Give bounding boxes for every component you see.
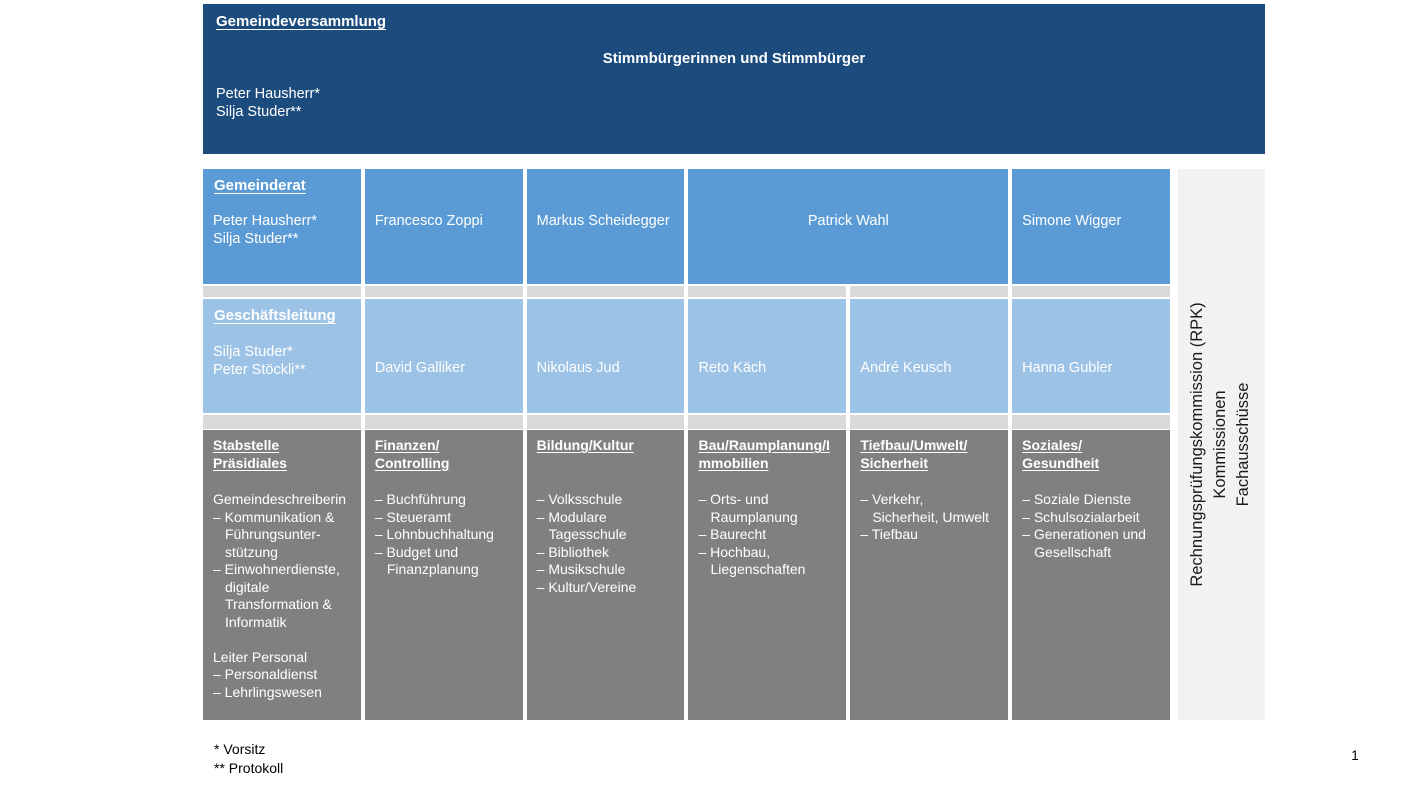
- department-item: – Einwohnerdienste, digitale Transformat…: [213, 561, 340, 630]
- department-item: – Bibliothek: [536, 543, 610, 560]
- department-title: Bildung/Kultur: [536, 437, 634, 453]
- geschaeftsleitung-row: Geschäftsleitung Silja Studer* Peter Stö…: [203, 299, 1170, 413]
- gemeinderat-lead-names: Peter Hausherr* Silja Studer**: [213, 213, 317, 247]
- connector-strip-segment: [1012, 415, 1170, 429]
- geschaeftsleitung-title: Geschäftsleitung: [214, 307, 336, 324]
- member-name: Hanna Gubler: [1022, 360, 1113, 376]
- connector-strip: [203, 286, 1170, 297]
- gemeinderat-row: Gemeinderat Peter Hausherr* Silja Studer…: [203, 169, 1170, 284]
- department-title: Stabstelle Präsidiales: [213, 437, 287, 471]
- connector-strip-segment: [688, 415, 847, 429]
- geschaeftsleitung-lead-names: Silja Studer* Peter Stöckli**: [213, 344, 306, 378]
- department-title: Soziales/ Gesundheit: [1022, 437, 1100, 471]
- department-item: – Steueramt: [374, 508, 452, 525]
- gemeinderat-member-cell: Francesco Zoppi: [364, 169, 523, 284]
- department-title: Tiefbau/Umwelt/ Sicherheit: [860, 437, 968, 471]
- department-box: Bau/Raumplanung/I mmobilien – Orts- und R…: [688, 430, 847, 720]
- gemeindeversammlung-title: Gemeindeversammlung: [216, 13, 387, 30]
- connector-strip-segment: [850, 286, 1009, 297]
- department-item: – Lohnbuchhaltung: [374, 526, 494, 542]
- department-box: Stabstelle Präsidiales Gemeindeschreiberi…: [203, 430, 361, 720]
- geschaeftsleitung-member-cell: Nikolaus Jud: [526, 299, 685, 413]
- department-item: [213, 631, 353, 649]
- gemeinderat-member-cell: Markus Scheidegger: [526, 169, 685, 284]
- member-name: Simone Wigger: [1022, 213, 1122, 229]
- department-item: – Tiefbau: [860, 526, 918, 542]
- department-box: Soziales/ Gesundheit – Soziale Dienste – S…: [1012, 430, 1170, 720]
- footnotes: * Vorsitz ** Protokoll: [214, 741, 284, 776]
- member-name: Nikolaus Jud: [536, 360, 620, 376]
- connector-strip-segment: [203, 415, 361, 429]
- geschaeftsleitung-member-cell: André Keusch: [850, 299, 1009, 413]
- department-item: Leiter Personal: [213, 648, 308, 665]
- department-item: – Personaldienst: [213, 666, 318, 682]
- member-name: David Galliker: [374, 360, 466, 376]
- connector-strip-segment: [1012, 286, 1170, 297]
- department-item: Gemeindeschreiberin: [213, 491, 347, 507]
- department-item: – Orts- und Raumplanung: [698, 491, 798, 525]
- gemeinderat-title: Gemeinderat: [214, 177, 306, 194]
- department-item: – Buchführung: [374, 491, 466, 507]
- member-name: Patrick Wahl: [807, 213, 889, 229]
- department-item: – Verkehr, Sicherheit, Umwelt: [860, 491, 990, 525]
- department-item: – Baurecht: [698, 526, 767, 542]
- connector-strip-segment: [850, 415, 1009, 429]
- department-title: Finanzen/ Controlling: [374, 437, 450, 471]
- department-item: – Hochbau, Liegenschaften: [698, 543, 806, 578]
- member-name: André Keusch: [860, 360, 952, 376]
- department-item: – Kommunikation & Führungsunter- stützun…: [213, 508, 335, 560]
- department-item: – Kultur/Vereine: [536, 578, 637, 595]
- kommissionen-side-panel: Rechnungsprüfungskommission (RPK) Kommis…: [1178, 169, 1265, 720]
- gemeindeversammlung-banner: Gemeindeversammlung Stimmbürgerinnen und…: [203, 4, 1265, 154]
- departments-row: Stabstelle Präsidiales Gemeindeschreiberi…: [203, 430, 1170, 720]
- department-item: – Generationen und Gesellschaft: [1022, 526, 1146, 560]
- department-item: – Schulsozialarbeit: [1022, 508, 1140, 525]
- department-box: Finanzen/ Controlling – Buchführung – Steu…: [364, 430, 523, 720]
- department-item: – Soziale Dienste: [1022, 491, 1132, 507]
- geschaeftsleitung-member-cell: Reto Käch: [688, 299, 847, 413]
- department-box: Bildung/Kultur – Volksschule – Modulare Ta…: [526, 430, 685, 720]
- connector-strip-segment: [203, 286, 361, 297]
- department-item: – Musikschule: [536, 561, 626, 577]
- member-name: Francesco Zoppi: [374, 213, 483, 229]
- page-number: 1: [1351, 748, 1359, 763]
- kommissionen-vertical-labels: Rechnungsprüfungskommission (RPK) Kommis…: [1188, 302, 1252, 587]
- department-item: – Modulare Tagesschule: [536, 508, 627, 543]
- member-name: Markus Scheidegger: [536, 213, 670, 229]
- connector-strip-segment: [688, 286, 847, 297]
- connector-strip: [203, 415, 1170, 429]
- geschaeftsleitung-lead-cell: Geschäftsleitung Silja Studer* Peter Stö…: [203, 299, 361, 413]
- gemeinderat-lead-cell: Gemeinderat Peter Hausherr* Silja Studer…: [203, 169, 361, 284]
- geschaeftsleitung-member-cell: David Galliker: [364, 299, 523, 413]
- connector-strip-segment: [526, 415, 685, 429]
- gemeinderat-member-cell: Simone Wigger: [1012, 169, 1170, 284]
- stimmbuerger-label: Stimmbürgerinnen und Stimmbürger: [602, 50, 866, 67]
- department-item: – Lehrlingswesen: [213, 683, 322, 700]
- connector-strip-segment: [364, 286, 523, 297]
- connector-strip-segment: [526, 286, 685, 297]
- geschaeftsleitung-member-cell: Hanna Gubler: [1012, 299, 1170, 413]
- department-item: – Budget und Finanzplanung: [374, 543, 479, 578]
- department-title: Bau/Raumplanung/I mmobilien: [698, 437, 830, 471]
- gemeinderat-member-cell-wide: Patrick Wahl: [688, 169, 1009, 284]
- gemeindeversammlung-names: Peter Hausherr* Silja Studer**: [216, 86, 320, 120]
- department-item: – Volksschule: [536, 491, 623, 507]
- department-box: Tiefbau/Umwelt/ Sicherheit – Verkehr, Sic…: [850, 430, 1009, 720]
- member-name: Reto Käch: [698, 360, 767, 376]
- connector-strip-segment: [364, 415, 523, 429]
